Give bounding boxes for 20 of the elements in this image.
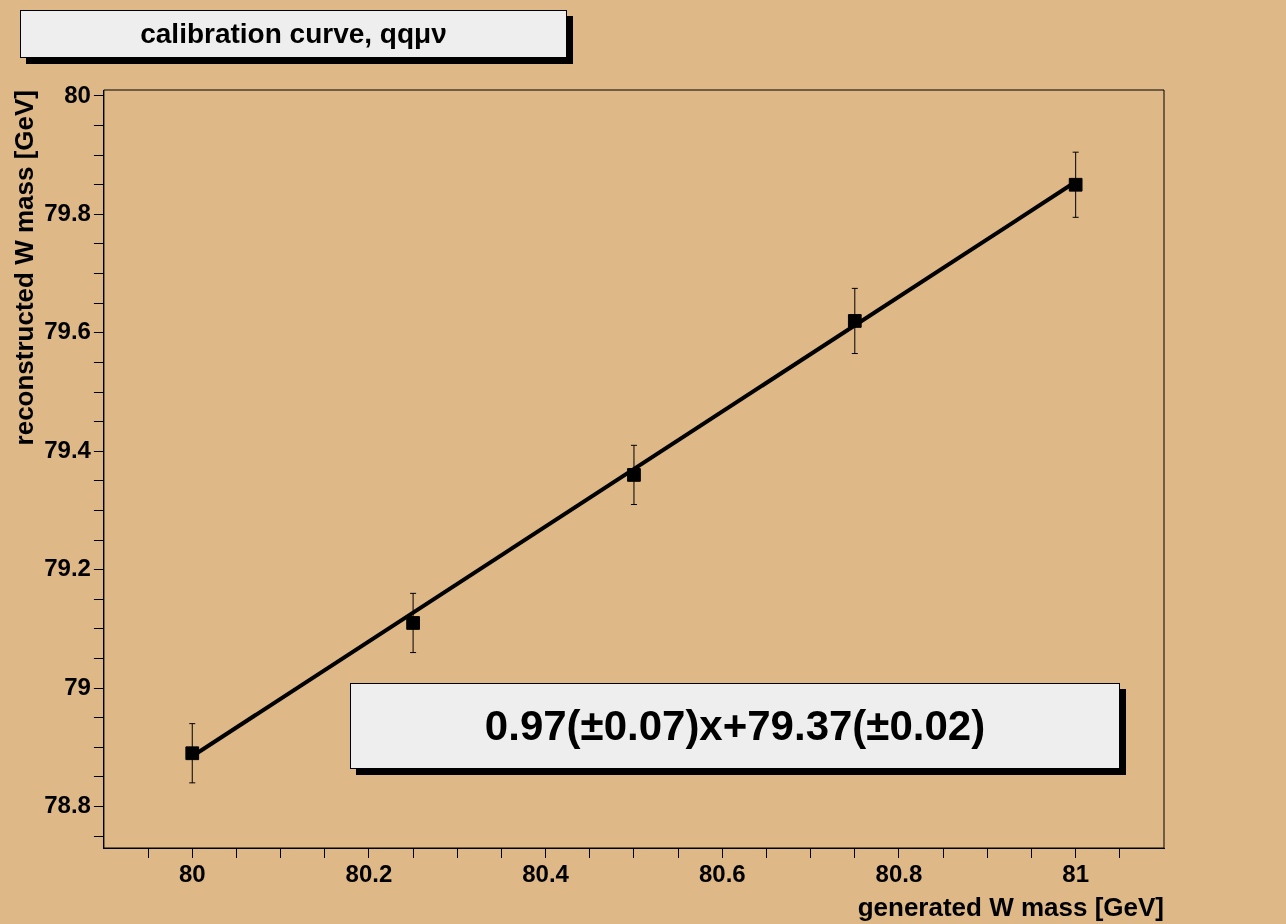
- x-tick-label: 80.6: [698, 860, 746, 888]
- point: [185, 746, 200, 761]
- x-tick-label: 80.8: [875, 860, 923, 888]
- y-tick-label: 79.2: [44, 554, 91, 582]
- y-tick-label: 79.6: [44, 317, 91, 345]
- y-tick-label: 79: [64, 672, 91, 700]
- y-tick-label: 79.8: [44, 198, 91, 226]
- point: [847, 314, 862, 328]
- x-tick-label: 80.4: [522, 860, 570, 888]
- y-tick-label: 78.8: [44, 791, 91, 819]
- point: [627, 468, 641, 482]
- point: [406, 616, 420, 630]
- x-tick-label: 81: [1062, 860, 1090, 888]
- x-tick-label: 80.2: [345, 860, 393, 888]
- x-axis-title: generated W mass [GeV]: [857, 891, 1164, 922]
- y-axis-title: reconstructed W mass [GeV]: [8, 90, 39, 446]
- y-tick-label: 79.4: [44, 435, 92, 463]
- x-tick-label: 80: [178, 860, 206, 888]
- y-tick-label: 80: [64, 80, 91, 108]
- point: [1068, 177, 1083, 192]
